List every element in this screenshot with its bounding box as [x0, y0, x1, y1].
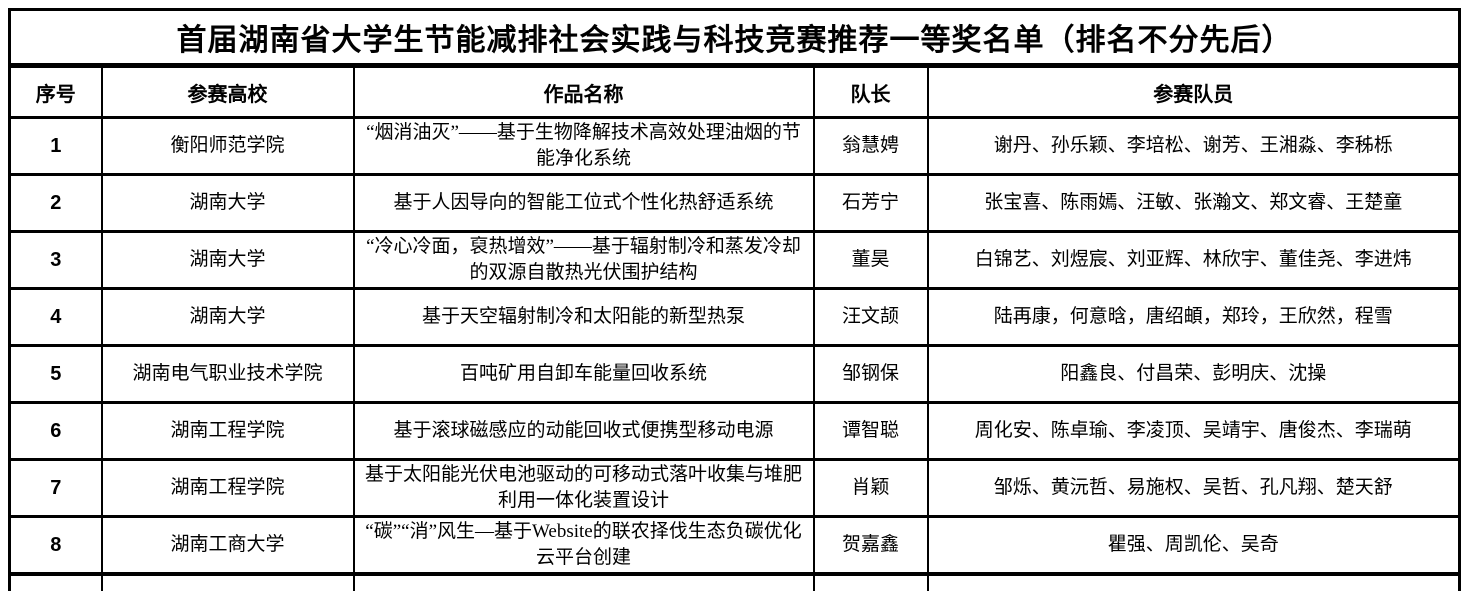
table-row-partial — [8, 572, 1461, 591]
team-leader-cell: 石芳宁 — [812, 173, 929, 233]
column-header-work: 作品名称 — [352, 64, 815, 119]
work-title-cell: 基于人因导向的智能工位式个性化热舒适系统 — [352, 173, 815, 233]
table-row: 7 湖南工程学院 基于太阳能光伏电池驱动的可移动式落叶收集与堆肥利用一体化装置设… — [8, 458, 1461, 518]
work-title-cell: 基于滚球磁感应的动能回收式便携型移动电源 — [352, 401, 815, 461]
table-row: 1 衡阳师范学院 “烟消油灭”——基于生物降解技术高效处理油烟的节能净化系统 翁… — [8, 116, 1461, 176]
table-row: 6 湖南工程学院 基于滚球磁感应的动能回收式便携型移动电源 谭智聪 周化安、陈卓… — [8, 401, 1461, 461]
work-title-cell: “烟消油灭”——基于生物降解技术高效处理油烟的节能净化系统 — [352, 116, 815, 176]
row-number: 4 — [8, 287, 103, 347]
team-leader-cell: 董昊 — [812, 230, 929, 290]
team-members-cell: 邹烁、黄沅哲、易施权、吴哲、孔凡翔、楚天舒 — [926, 458, 1461, 518]
table-row: 4 湖南大学 基于天空辐射制冷和太阳能的新型热泵 汪文颉 陆再康，何意晗，唐绍頔… — [8, 287, 1461, 347]
work-title-cell: 基于天空辐射制冷和太阳能的新型热泵 — [352, 287, 815, 347]
school-cell: 湖南大学 — [100, 287, 355, 347]
team-leader-cell: 贺嘉鑫 — [812, 515, 929, 576]
team-members-cell: 周化安、陈卓瑜、李凌顶、吴靖宇、唐俊杰、李瑞萌 — [926, 401, 1461, 461]
team-members-cell: 谢丹、孙乐颖、李培松、谢芳、王湘淼、李秭栎 — [926, 116, 1461, 176]
column-header-leader: 队长 — [812, 64, 929, 119]
work-title-cell: 百吨矿用自卸车能量回收系统 — [352, 344, 815, 404]
table-row: 5 湖南电气职业技术学院 百吨矿用自卸车能量回收系统 邹钢保 阳鑫良、付昌荣、彭… — [8, 344, 1461, 404]
row-number: 3 — [8, 230, 103, 290]
row-number: 8 — [8, 515, 103, 576]
team-members-cell: 白锦艺、刘煜宸、刘亚辉、林欣宇、董佳尧、李进炜 — [926, 230, 1461, 290]
school-cell: 湖南大学 — [100, 173, 355, 233]
column-header-members: 参赛队员 — [926, 64, 1461, 119]
school-cell: 湖南工程学院 — [100, 458, 355, 518]
team-leader-cell: 肖颖 — [812, 458, 929, 518]
team-members-cell: 阳鑫良、付昌荣、彭明庆、沈操 — [926, 344, 1461, 404]
school-cell: 湖南工程学院 — [100, 401, 355, 461]
team-leader-cell: 谭智聪 — [812, 401, 929, 461]
award-list-table: 首届湖南省大学生节能减排社会实践与科技竞赛推荐一等奖名单（排名不分先后） 序号 … — [8, 8, 1462, 591]
team-leader-cell: 翁慧娉 — [812, 116, 929, 176]
team-members-cell: 陆再康，何意晗，唐绍頔，郑玲，王欣然，程雪 — [926, 287, 1461, 347]
team-leader-cell: 邹钢保 — [812, 344, 929, 404]
work-title-cell: “冷心冷面，裒热增效”——基于辐射制冷和蒸发冷却的双源自散热光伏围护结构 — [352, 230, 815, 290]
school-cell: 湖南大学 — [100, 230, 355, 290]
table-row: 8 湖南工商大学 “碳”“消”风生—基于Website的联农择伐生态负碳优化云平… — [8, 515, 1461, 576]
team-leader-cell: 汪文颉 — [812, 287, 929, 347]
row-number: 2 — [8, 173, 103, 233]
row-number: 5 — [8, 344, 103, 404]
table-header-row: 序号 参赛高校 作品名称 队长 参赛队员 — [8, 64, 1461, 119]
row-number: 7 — [8, 458, 103, 518]
column-header-no: 序号 — [8, 64, 103, 119]
school-cell: 湖南电气职业技术学院 — [100, 344, 355, 404]
school-cell: 衡阳师范学院 — [100, 116, 355, 176]
column-header-school: 参赛高校 — [100, 64, 355, 119]
team-members-cell: 瞿强、周凯伦、吴奇 — [926, 515, 1461, 576]
work-title-cell: “碳”“消”风生—基于Website的联农择伐生态负碳优化云平台创建 — [352, 515, 815, 576]
team-members-cell: 张宝喜、陈雨嫣、汪敏、张瀚文、郑文睿、王楚童 — [926, 173, 1461, 233]
table-row: 3 湖南大学 “冷心冷面，裒热增效”——基于辐射制冷和蒸发冷却的双源自散热光伏围… — [8, 230, 1461, 290]
table-title: 首届湖南省大学生节能减排社会实践与科技竞赛推荐一等奖名单（排名不分先后） — [8, 8, 1461, 68]
table-title-row: 首届湖南省大学生节能减排社会实践与科技竞赛推荐一等奖名单（排名不分先后） — [8, 8, 1461, 68]
table-row: 2 湖南大学 基于人因导向的智能工位式个性化热舒适系统 石芳宁 张宝喜、陈雨嫣、… — [8, 173, 1461, 233]
row-number: 1 — [8, 116, 103, 176]
row-number: 6 — [8, 401, 103, 461]
school-cell: 湖南工商大学 — [100, 515, 355, 576]
work-title-cell: 基于太阳能光伏电池驱动的可移动式落叶收集与堆肥利用一体化装置设计 — [352, 458, 815, 518]
